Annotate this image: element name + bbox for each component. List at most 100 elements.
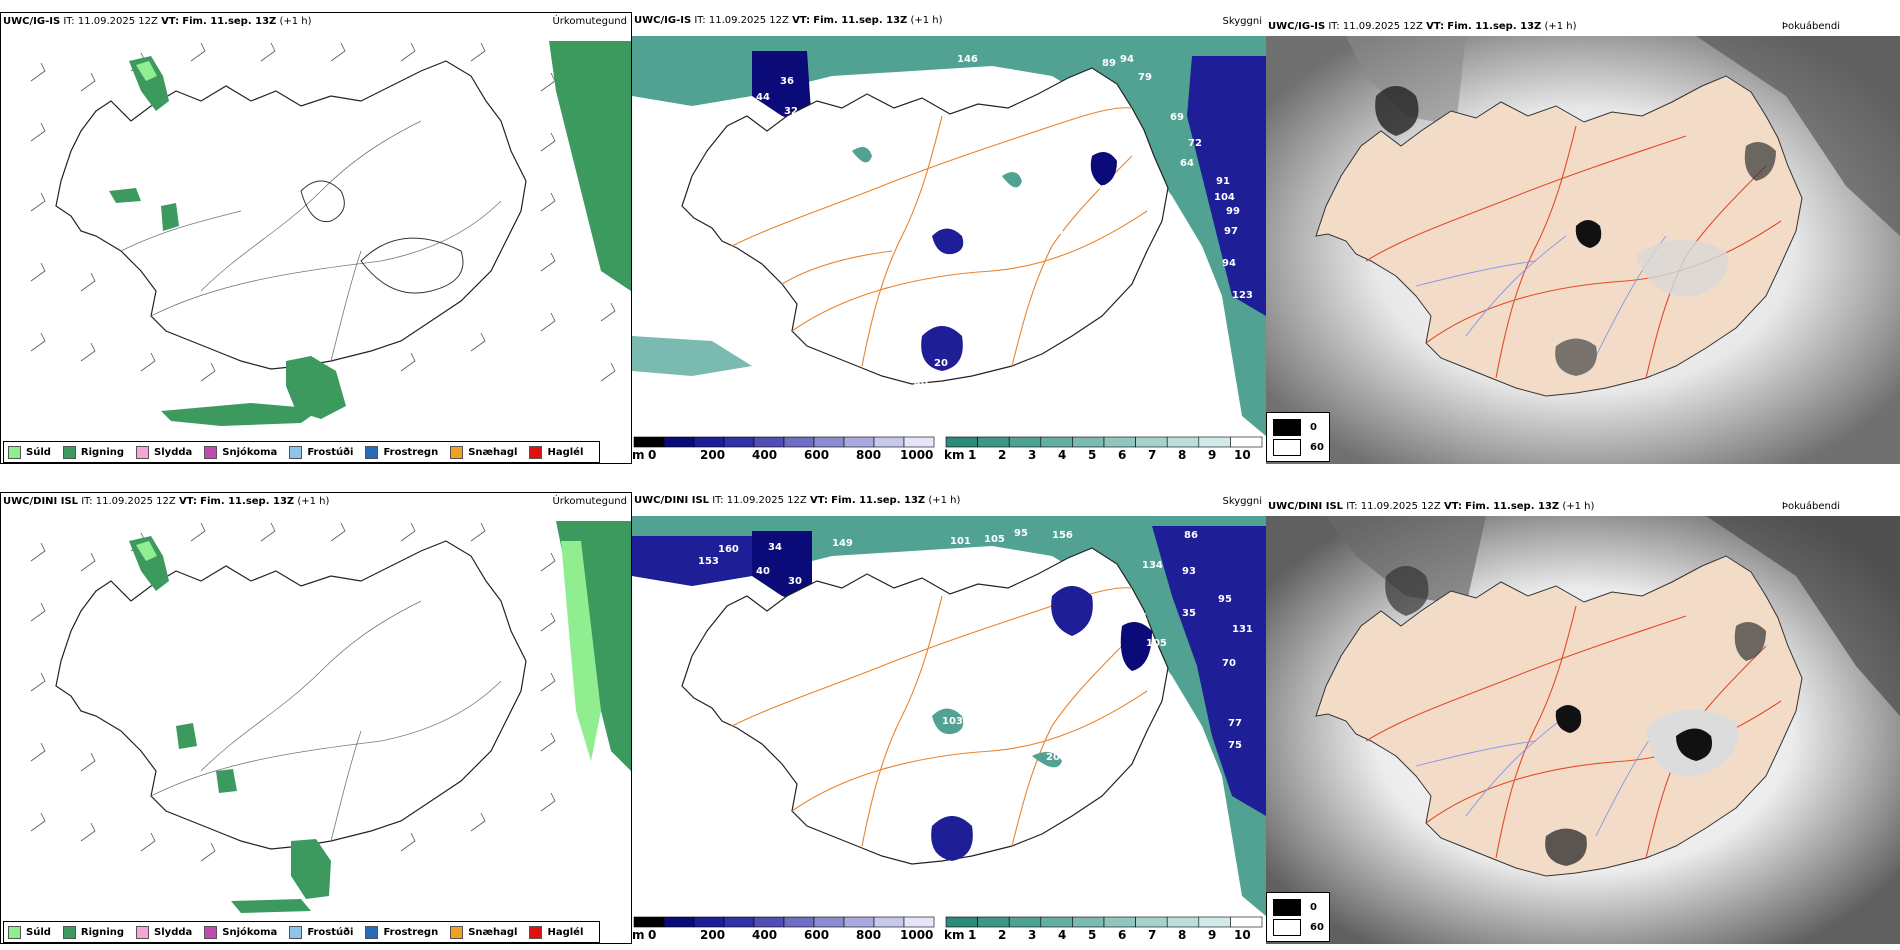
colorbar-swatch <box>1072 916 1105 928</box>
colorbar-swatch <box>1072 436 1105 448</box>
vis-label: 204 <box>1046 752 1067 763</box>
panel-title: Þokuábendi <box>1781 501 1840 512</box>
colorbar-tick: 8 <box>1178 928 1187 942</box>
fog-legend-high: 0 <box>1273 419 1317 436</box>
fog-legend-swatch <box>1273 419 1301 436</box>
fog-patch <box>1051 586 1093 636</box>
vis-label: 131 <box>1232 624 1253 635</box>
fog-map[interactable] <box>1266 516 1900 944</box>
vis-label: 40 <box>914 378 928 389</box>
visibility-panel-bottom: UWC/DINI ISL IT: 11.09.2025 12Z VT: Fim.… <box>632 492 1266 944</box>
colorbar-swatch <box>813 436 845 448</box>
legend-swatch <box>136 445 150 459</box>
legend-swatch <box>204 925 218 939</box>
precip-map[interactable] <box>1 31 631 441</box>
legend-swatch <box>8 445 21 459</box>
sea-very-low-vis-area <box>1152 526 1266 816</box>
road-lines <box>150 600 502 842</box>
vis-label: 79 <box>1138 72 1152 83</box>
visibility-value-labels: 146 217 89 94 79 36 44 32 37 69 72 64 91… <box>756 54 1253 411</box>
rain-area-east <box>549 41 631 291</box>
vis-label: 37 <box>800 600 814 611</box>
colorbar-swatch <box>843 436 875 448</box>
legend-item-frostudi: Frostúði <box>289 925 353 939</box>
visibility-map[interactable]: 146 217 89 94 79 36 44 32 37 69 72 64 91… <box>632 36 1266 436</box>
vis-label: 35 <box>1182 608 1196 619</box>
colorbar-swatch <box>1230 916 1263 928</box>
legend-swatch <box>136 925 150 939</box>
vis-label: 103 <box>942 716 963 727</box>
vis-label: 105 <box>984 534 1005 545</box>
rain-area-west <box>109 188 141 203</box>
vis-label: 71 <box>1090 558 1104 569</box>
colorbar-unit: m <box>632 448 645 462</box>
legend-item-haglel: Haglél <box>529 925 583 939</box>
colorbar-tick: 3 <box>1028 928 1037 942</box>
visibility-map[interactable]: 149 101 105 95 156 86 160 153 34 40 30 3… <box>632 516 1266 916</box>
panel-header: UWC/IG-IS IT: 11.09.2025 12Z VT: Fim. 11… <box>634 15 943 26</box>
vis-label: 52 <box>1090 576 1104 587</box>
vis-label: 94 <box>1120 54 1134 65</box>
vis-label: 91 <box>1216 176 1230 187</box>
drizzle-area-nw <box>136 61 157 81</box>
fog-nw-fjords <box>752 531 812 606</box>
colorbar-swatch <box>1103 436 1136 448</box>
legend-item-snjokoma: Snjókoma <box>204 445 277 459</box>
colorbar-tick: 3 <box>1028 448 1037 462</box>
vis-label: 30 <box>788 576 802 587</box>
vis-label: 40 <box>756 566 770 577</box>
colorbar-swatch <box>633 916 665 928</box>
vis-label: 32 <box>784 106 798 117</box>
colorbar-swatch <box>783 916 815 928</box>
fog-map[interactable] <box>1266 36 1900 464</box>
vis-label: 20 <box>934 358 948 369</box>
visibility-panel-top: UWC/IG-IS IT: 11.09.2025 12Z VT: Fim. 11… <box>632 12 1266 464</box>
legend-item-rigning: Rigning <box>62 925 124 939</box>
legend-swatch <box>289 925 303 939</box>
colorbar-swatch <box>873 916 905 928</box>
vis-label: 108 <box>944 256 965 267</box>
legend-item-snaehagl: Snæhagl <box>450 925 517 939</box>
legend-item-snaehagl: Snæhagl <box>450 445 517 459</box>
legend-swatch <box>204 445 218 459</box>
visibility-colorbar-km: km 1 2 3 4 5 6 7 8 9 10 <box>944 916 1266 944</box>
fog-sea-nw <box>1346 36 1466 126</box>
rain-area-south-land <box>286 356 346 419</box>
colorbar-swatch <box>977 436 1010 448</box>
iceland-coast <box>681 67 1169 385</box>
iceland-land <box>1315 75 1803 397</box>
colorbar-tick: 5 <box>1088 448 1097 462</box>
fog-patch <box>931 816 973 861</box>
vis-label: 34 <box>768 542 782 553</box>
colorbar-swatch <box>945 916 978 928</box>
panel-title: Úrkomutegund <box>552 496 627 507</box>
legend-item-suld: Súld <box>8 445 51 459</box>
legend-swatch <box>8 925 21 939</box>
colorbar-tick: 4 <box>1058 928 1067 942</box>
legend-item-frostregn: Frostregn <box>365 445 438 459</box>
vis-label: 97 <box>1224 226 1238 237</box>
colorbar-tick: 4 <box>1058 448 1067 462</box>
fog-patch <box>921 326 963 371</box>
fog-patch <box>1545 828 1587 866</box>
colorbar-swatch <box>693 436 725 448</box>
colorbar-swatch <box>723 916 755 928</box>
precip-map[interactable] <box>1 511 631 921</box>
vis-label: 93 <box>1182 566 1196 577</box>
fog-legend-low: 60 <box>1273 919 1324 936</box>
vis-label: 95 <box>1014 528 1028 539</box>
vis-label: 105 <box>1146 638 1167 649</box>
vis-label: 64 <box>1180 158 1194 169</box>
fog-patch <box>1575 220 1602 248</box>
visibility-colorbar-m: m 0 200 400 600 800 1000 <box>632 436 938 464</box>
panel-header: UWC/DINI ISL IT: 11.09.2025 12Z VT: Fim.… <box>1268 501 1595 512</box>
colorbar-km-swatches <box>945 916 1263 928</box>
colorbar-tick: 400 <box>752 448 778 462</box>
fog-sea-ne <box>1706 516 1900 716</box>
fog-nw-fjords <box>752 51 812 126</box>
colorbar-swatch <box>753 916 785 928</box>
fog-sea-nw <box>1326 516 1486 606</box>
colorbar-swatch <box>1135 916 1168 928</box>
legend-item-slydda: Slydda <box>136 445 192 459</box>
colorbar-swatch <box>1166 436 1200 448</box>
